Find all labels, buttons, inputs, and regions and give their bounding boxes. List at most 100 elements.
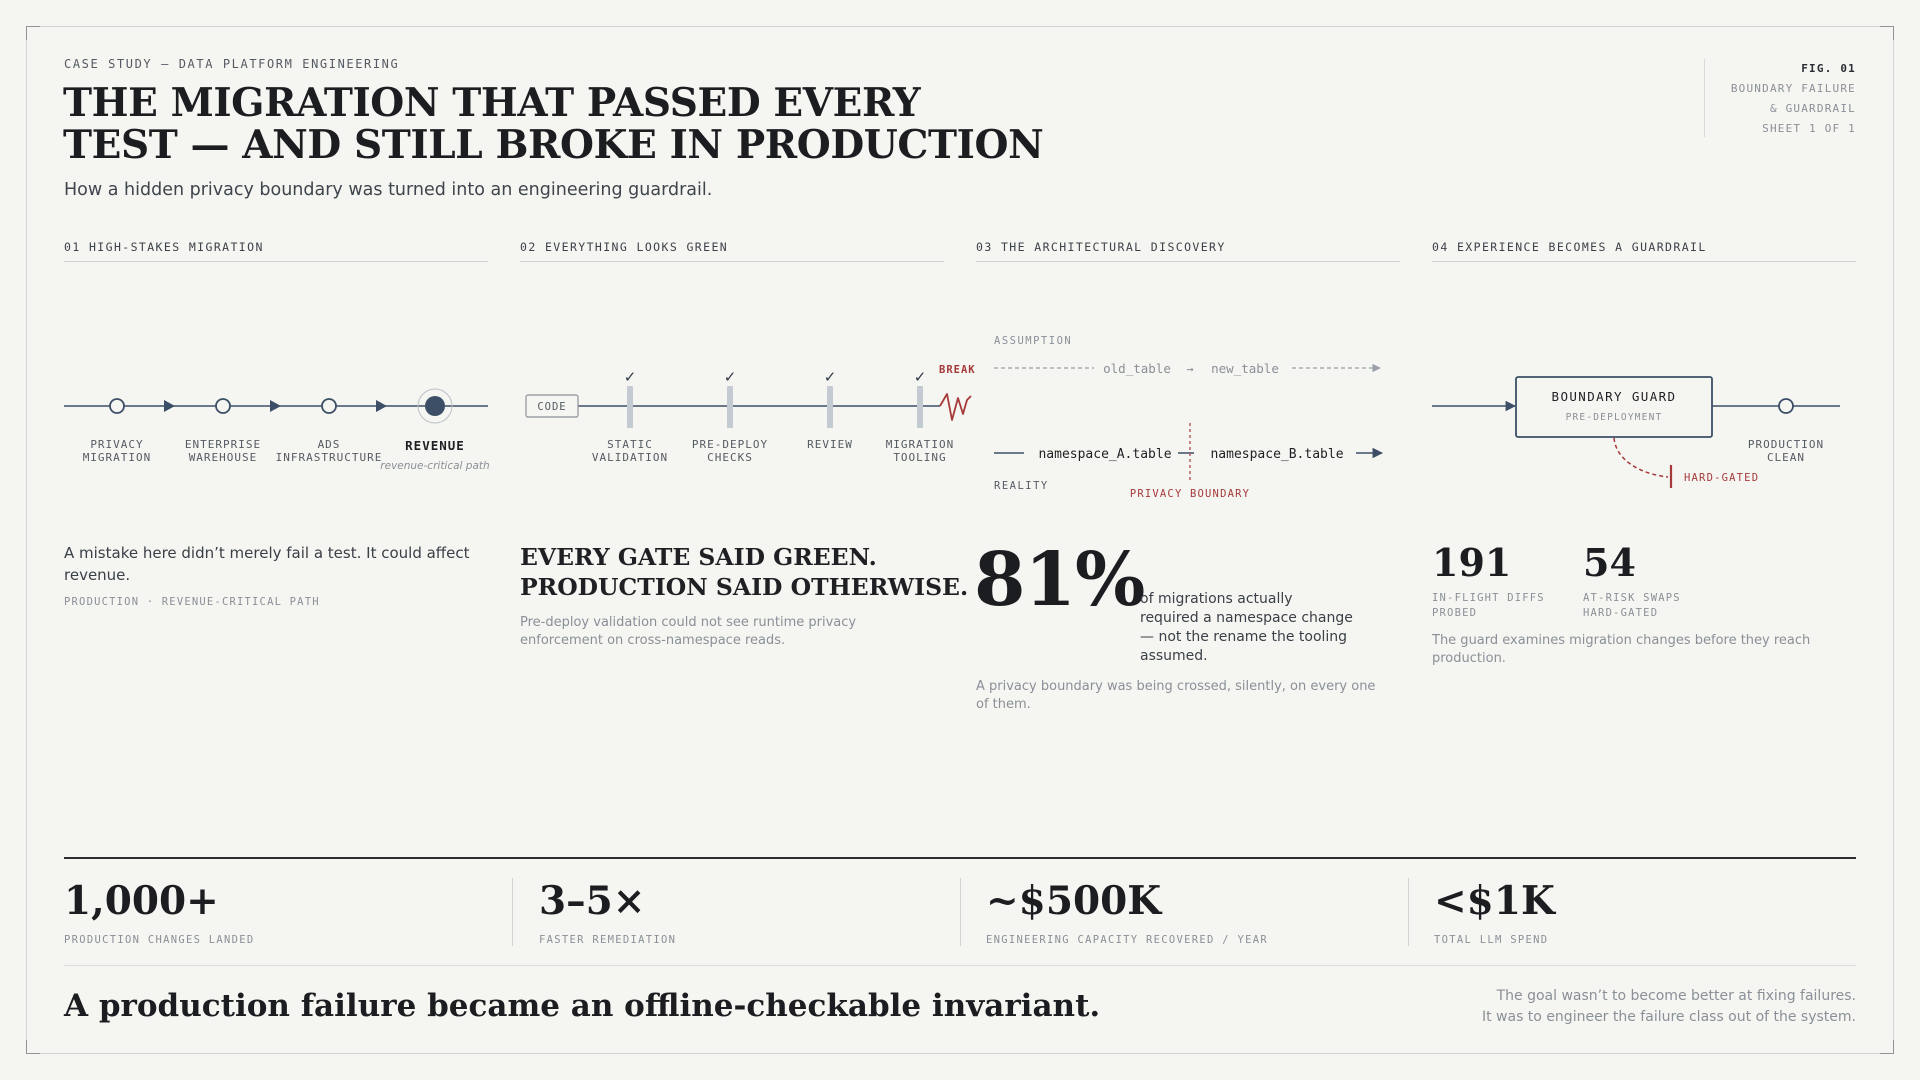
stat-label-1: PRODUCTION CHANGES LANDED bbox=[64, 934, 255, 946]
reality-label: REALITY bbox=[994, 480, 1049, 492]
node-revenue bbox=[425, 396, 445, 416]
panel2-headline: EVERY GATE SAID GREEN. PRODUCTION SAID O… bbox=[520, 542, 968, 602]
gate-check-3: ✓ bbox=[824, 368, 837, 386]
node-ads-infrastructure bbox=[321, 398, 337, 414]
assumption-to: new_table bbox=[1211, 361, 1279, 376]
guard-subtitle: PRE-DEPLOYMENT bbox=[1566, 412, 1663, 423]
node-label-1a: PRIVACY bbox=[90, 438, 143, 451]
figure-id: FIG. 01 bbox=[1801, 62, 1856, 75]
figure-line-3: SHEET 1 OF 1 bbox=[1762, 122, 1856, 135]
corner-mark-bottom-left bbox=[26, 1040, 40, 1054]
eyebrow: CASE STUDY — DATA PLATFORM ENGINEERING bbox=[64, 57, 400, 71]
stats-bottom-rule bbox=[64, 965, 1856, 966]
stat-value-2: 3–5× bbox=[539, 878, 646, 924]
figure-line-2: & GUARDRAIL bbox=[1769, 102, 1856, 115]
panel1-tag: PRODUCTION · REVENUE-CRITICAL PATH bbox=[64, 596, 320, 608]
namespace-discovery-diagram: ASSUMPTION old_table → new_table namespa… bbox=[994, 335, 1384, 500]
gate-static-validation bbox=[627, 386, 633, 428]
panel4-stat-value-1: 191 bbox=[1432, 540, 1512, 585]
title-line-1: THE MIGRATION THAT PASSED EVERY bbox=[63, 80, 921, 126]
gate-label-3a: REVIEW bbox=[807, 438, 853, 451]
panel2-headline-2: PRODUCTION SAID OTHERWISE. bbox=[520, 573, 969, 601]
figure-line-1: BOUNDARY FAILURE bbox=[1730, 82, 1856, 95]
hard-gated-label: HARD-GATED bbox=[1684, 472, 1759, 484]
node-label-3b: INFRASTRUCTURE bbox=[276, 451, 383, 464]
gate-label-2b: CHECKS bbox=[707, 451, 753, 464]
validation-gates-diagram: CODE ✓ STATIC VALIDATION ✓ PRE-DEPLOY CH… bbox=[525, 364, 976, 464]
panel4-stat-label-1a: IN-FLIGHT DIFFS bbox=[1432, 592, 1545, 604]
closing-statement: A production failure became an offline-c… bbox=[64, 988, 1101, 1024]
stat-faster-remediation: 3–5× FASTER REMEDIATION bbox=[539, 876, 676, 946]
node-privacy-migration bbox=[109, 398, 125, 414]
assumption-from: old_table bbox=[1103, 361, 1171, 376]
panel4-stat-label-2b: HARD-GATED bbox=[1583, 607, 1659, 619]
assumption-label: ASSUMPTION bbox=[994, 335, 1072, 347]
node-label-2a: ENTERPRISE bbox=[185, 438, 261, 451]
gate-label-4a: MIGRATION bbox=[886, 438, 955, 451]
privacy-boundary-label: PRIVACY BOUNDARY bbox=[1130, 488, 1250, 500]
gate-pre-deploy-checks bbox=[727, 386, 733, 428]
node-label-1b: MIGRATION bbox=[83, 451, 152, 464]
stats-top-rule bbox=[64, 857, 1856, 859]
stat-label-2: FASTER REMEDIATION bbox=[539, 934, 677, 946]
panel3-caption: of migrations actually required a namesp… bbox=[1140, 591, 1353, 664]
production-clean-node bbox=[1778, 398, 1794, 414]
panel2-headline-1: EVERY GATE SAID GREEN. bbox=[520, 543, 877, 571]
title-line-2: TEST — AND STILL BROKE IN PRODUCTION bbox=[63, 122, 1044, 168]
corner-mark-top-left bbox=[26, 26, 40, 40]
stat-divider-1 bbox=[512, 878, 513, 946]
section-label-2: 02 EVERYTHING LOOKS GREEN bbox=[520, 240, 944, 262]
node-enterprise-warehouse bbox=[215, 398, 231, 414]
page-subtitle: How a hidden privacy boundary was turned… bbox=[64, 180, 713, 200]
closing-note-2: It was to engineer the failure class out… bbox=[1481, 1009, 1856, 1025]
node-label-3a: ADS bbox=[318, 438, 341, 451]
panel2-body: Pre-deploy validation could not see runt… bbox=[520, 615, 857, 648]
closing-note: The goal wasn’t to become better at fixi… bbox=[1482, 986, 1856, 1028]
gate-migration-tooling bbox=[917, 386, 923, 428]
page-title: THE MIGRATION THAT PASSED EVERY TEST — A… bbox=[63, 80, 1044, 168]
stat-divider-3 bbox=[1408, 878, 1409, 946]
panel3-body: A privacy boundary was being crossed, si… bbox=[976, 679, 1376, 712]
section-label-4: 04 EXPERIENCE BECOMES A GUARDRAIL bbox=[1432, 240, 1856, 262]
panel4-stat-label-2a: AT-RISK SWAPS bbox=[1583, 592, 1681, 604]
guard-title: BOUNDARY GUARD bbox=[1552, 389, 1677, 404]
gate-check-4: ✓ bbox=[914, 368, 927, 386]
panel4-stat-value-2: 54 bbox=[1583, 540, 1636, 585]
migration-path-diagram: PRIVACY MIGRATION ENTERPRISE WAREHOUSE A… bbox=[64, 388, 490, 472]
stat-value-3: ~$500K bbox=[986, 878, 1162, 924]
break-mark bbox=[939, 393, 972, 421]
gate-label-2a: PRE-DEPLOY bbox=[692, 438, 768, 451]
clean-label-a: PRODUCTION bbox=[1748, 438, 1824, 451]
panel4-stat-label-1: IN-FLIGHT DIFFS PROBED bbox=[1432, 591, 1545, 621]
corner-mark-top-right bbox=[1880, 26, 1894, 40]
clean-label-b: CLEAN bbox=[1767, 451, 1805, 464]
panel4-stat-label-1b: PROBED bbox=[1432, 607, 1478, 619]
reality-to: namespace_B.table bbox=[1210, 447, 1343, 462]
closing-note-1: The goal wasn’t to become better at fixi… bbox=[1496, 988, 1856, 1004]
assumption-arrow: → bbox=[1186, 362, 1193, 376]
stat-value-1: 1,000+ bbox=[64, 878, 219, 924]
panel4-body: The guard examines migration changes bef… bbox=[1432, 633, 1811, 666]
stat-changes-landed: 1,000+ PRODUCTION CHANGES LANDED bbox=[64, 876, 255, 946]
code-label: CODE bbox=[537, 401, 566, 413]
break-label: BREAK bbox=[939, 364, 976, 376]
code-box bbox=[525, 394, 579, 418]
panel4-stat-label-2: AT-RISK SWAPS HARD-GATED bbox=[1583, 591, 1681, 621]
node-label-2b: WAREHOUSE bbox=[189, 451, 258, 464]
boundary-guard-box bbox=[1515, 376, 1713, 438]
path-arrow-3 bbox=[376, 400, 387, 412]
section-label-3: 03 THE ARCHITECTURAL DISCOVERY bbox=[976, 240, 1400, 262]
panel1-body: A mistake here didn’t merely fail a test… bbox=[64, 544, 470, 584]
boundary-guard-diagram: BOUNDARY GUARD PRE-DEPLOYMENT PRODUCTION… bbox=[1432, 376, 1840, 488]
stat-label-3: ENGINEERING CAPACITY RECOVERED / YEAR bbox=[986, 934, 1268, 946]
node-label-revenue: REVENUE bbox=[405, 438, 465, 453]
corner-mark-bottom-right bbox=[1880, 1040, 1894, 1054]
section-label-1: 01 HIGH-STAKES MIGRATION bbox=[64, 240, 488, 262]
path-arrow-2 bbox=[270, 400, 281, 412]
stat-label-4: TOTAL LLM SPEND bbox=[1434, 934, 1549, 946]
node-revenue-halo bbox=[417, 388, 453, 424]
stat-value-4: <$1K bbox=[1434, 878, 1555, 924]
gate-label-1a: STATIC bbox=[607, 438, 653, 451]
gate-check-1: ✓ bbox=[624, 368, 637, 386]
